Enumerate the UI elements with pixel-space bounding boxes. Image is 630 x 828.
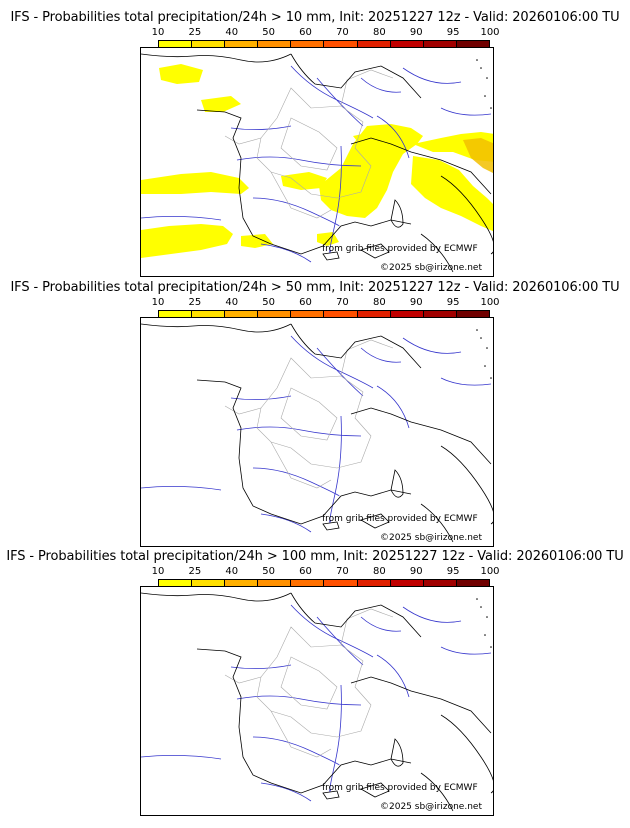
- map-panel-50mm: IFS - Probabilities total precipitation/…: [0, 280, 630, 556]
- colorbar-tick-label: 40: [225, 566, 239, 577]
- colorbar-tick-label: 100: [480, 27, 500, 38]
- colorbar-tick-label: 25: [188, 27, 202, 38]
- source-credit: from grib files provided by ECMWF: [322, 244, 478, 254]
- colorbar-swatch: [159, 580, 193, 587]
- colorbar-swatch: [390, 580, 424, 587]
- admin-boundaries: [224, 339, 394, 489]
- colorbar-swatch: [192, 41, 226, 48]
- colorbar-swatch: [456, 580, 489, 587]
- colorbar-tick-label: 60: [299, 27, 312, 38]
- colorbar-tick-label: 95: [446, 297, 460, 308]
- colorbar-swatch: [357, 580, 391, 587]
- map-panel-100mm: IFS - Probabilities total precipitation/…: [0, 549, 630, 825]
- colorbar-swatch: [456, 311, 489, 318]
- small-islands: [476, 59, 492, 109]
- colorbar-swatch: [291, 580, 325, 587]
- colorbar-swatch: [423, 580, 457, 587]
- colorbar-tick-label: 90: [409, 297, 423, 308]
- colorbar-tick-label: 60: [299, 566, 312, 577]
- colorbar-swatch: [258, 311, 292, 318]
- colorbar-tick-label: 100: [480, 566, 500, 577]
- colorbar-swatch: [192, 580, 226, 587]
- map-area: from grib files provided by ECMWF ©2025 …: [140, 586, 494, 816]
- copyright-credit: ©2025 sb@irizone.net: [380, 263, 482, 273]
- rivers: [141, 604, 492, 802]
- precip-areas: [141, 64, 493, 258]
- colorbar-swatch: [324, 311, 358, 318]
- colorbar-swatch: [159, 41, 193, 48]
- colorbar-swatch: [324, 41, 358, 48]
- colorbar-tick-label: 25: [188, 566, 202, 577]
- admin-boundaries: [224, 69, 394, 219]
- colorbar-tick-label: 10: [151, 27, 165, 38]
- panel-title: IFS - Probabilities total precipitation/…: [10, 280, 620, 295]
- colorbar-swatch: [390, 41, 424, 48]
- colorbar-tick-label: 40: [225, 27, 239, 38]
- small-islands: [476, 329, 492, 379]
- colorbar-tick-label: 95: [446, 566, 460, 577]
- colorbar-tick-label: 80: [372, 297, 386, 308]
- colorbar-tick-label: 25: [188, 297, 202, 308]
- small-islands: [476, 598, 492, 648]
- panel-title: IFS - Probabilities total precipitation/…: [10, 10, 620, 25]
- map-panel-10mm: IFS - Probabilities total precipitation/…: [0, 10, 630, 286]
- colorbar-tick-label: 70: [336, 297, 349, 308]
- colorbar-tick-label: 90: [409, 566, 423, 577]
- colorbar-swatch: [357, 41, 391, 48]
- colorbar-tick-label: 100: [480, 297, 500, 308]
- colorbar-tick-label: 40: [225, 297, 239, 308]
- coastlines-borders: [141, 53, 493, 273]
- colorbar-swatch: [291, 41, 325, 48]
- rivers: [141, 65, 492, 263]
- colorbar-tick-label: 60: [299, 297, 312, 308]
- copyright-credit: ©2025 sb@irizone.net: [380, 533, 482, 543]
- colorbar-swatch: [423, 41, 457, 48]
- colorbar-swatch: [357, 311, 391, 318]
- colorbar-tick-label: 50: [262, 566, 276, 577]
- colorbar-tick-label: 10: [151, 297, 165, 308]
- copyright-credit: ©2025 sb@irizone.net: [380, 802, 482, 812]
- colorbar-swatch: [291, 311, 325, 318]
- colorbar-swatch: [258, 580, 292, 587]
- colorbar-tick-label: 50: [262, 297, 276, 308]
- source-credit: from grib files provided by ECMWF: [322, 783, 478, 793]
- colorbar-swatch: [192, 311, 226, 318]
- colorbar-swatch: [324, 580, 358, 587]
- colorbar-tick-label: 80: [372, 27, 386, 38]
- precip-areas-orange: [463, 138, 493, 173]
- rivers: [141, 335, 492, 533]
- colorbar-tick-label: 50: [262, 27, 276, 38]
- colorbar-tick-label: 90: [409, 27, 423, 38]
- colorbar-tick-label: 80: [372, 566, 386, 577]
- colorbar-swatch: [258, 41, 292, 48]
- source-credit: from grib files provided by ECMWF: [322, 514, 478, 524]
- admin-boundaries: [224, 608, 394, 758]
- coastlines-borders: [141, 323, 493, 543]
- colorbar-tick-label: 95: [446, 27, 460, 38]
- colorbar-swatch: [225, 311, 259, 318]
- colorbar-tick-label: 70: [336, 566, 349, 577]
- colorbar-swatch: [423, 311, 457, 318]
- colorbar-swatch: [159, 311, 193, 318]
- coastlines-borders: [141, 592, 493, 812]
- map-area: from grib files provided by ECMWF ©2025 …: [140, 47, 494, 277]
- panel-title: IFS - Probabilities total precipitation/…: [6, 549, 624, 564]
- colorbar-tick-label: 10: [151, 566, 165, 577]
- colorbar-swatch: [225, 41, 259, 48]
- map-area: from grib files provided by ECMWF ©2025 …: [140, 317, 494, 547]
- colorbar-tick-label: 70: [336, 27, 349, 38]
- colorbar-swatch: [390, 311, 424, 318]
- colorbar-swatch: [225, 580, 259, 587]
- colorbar-swatch: [456, 41, 489, 48]
